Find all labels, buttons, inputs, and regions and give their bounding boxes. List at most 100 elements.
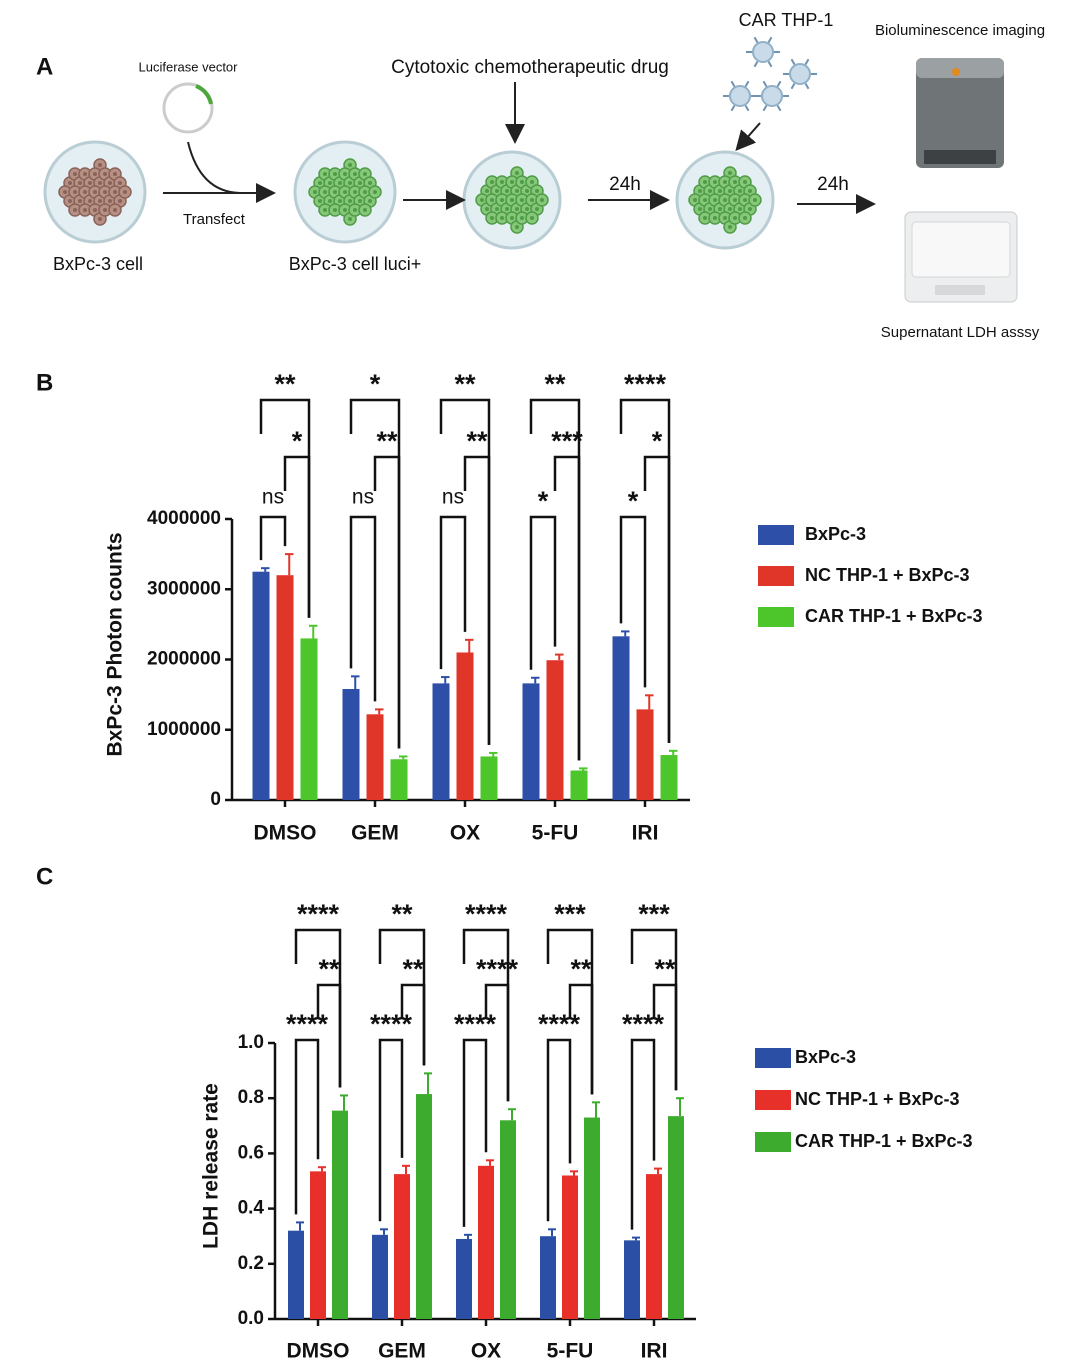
- bar: [500, 1120, 516, 1319]
- significance-bracket: [568, 983, 594, 1095]
- nucleus: [343, 208, 347, 212]
- nucleus: [63, 190, 67, 194]
- receptor: [767, 36, 773, 43]
- receptor: [730, 80, 736, 87]
- nucleus: [738, 207, 742, 211]
- nucleus: [505, 207, 509, 211]
- thp-cell: [729, 85, 751, 107]
- nucleus: [363, 172, 367, 176]
- legend-swatch: [758, 525, 794, 545]
- cells: [58, 158, 132, 226]
- receptor: [804, 58, 810, 65]
- significance-bracket: [619, 515, 647, 688]
- nucleus: [98, 163, 102, 167]
- nucleus: [73, 172, 77, 176]
- bar: [310, 1171, 326, 1319]
- bar: [456, 652, 474, 800]
- legend-swatch: [758, 566, 794, 586]
- nucleus: [348, 181, 352, 185]
- significance-label: ****: [624, 369, 667, 399]
- nucleus: [520, 180, 524, 184]
- nucleus: [728, 207, 732, 211]
- nucleus: [338, 181, 342, 185]
- nucleus: [510, 180, 514, 184]
- nucleus: [103, 190, 107, 194]
- bar: [668, 1116, 684, 1319]
- significance-label: ****: [454, 1009, 497, 1039]
- label: BxPc-3 cell luci+: [289, 254, 422, 274]
- significance-bracket: [630, 1038, 656, 1230]
- nucleus: [368, 199, 372, 203]
- significance-label: *: [628, 486, 639, 516]
- nucleus: [495, 189, 499, 193]
- imager: [916, 58, 1004, 168]
- panel-label: B: [36, 369, 53, 396]
- nucleus: [318, 181, 322, 185]
- receptor: [744, 105, 750, 112]
- nucleus: [500, 216, 504, 220]
- nucleus: [88, 199, 92, 203]
- y-tick-label: 1000000: [147, 719, 221, 740]
- nucleus: [733, 180, 737, 184]
- nucleus: [323, 208, 327, 212]
- bar: [660, 755, 678, 800]
- nucleus: [530, 216, 534, 220]
- nucleus: [515, 189, 519, 193]
- nucleus: [703, 198, 707, 202]
- significance-label: ****: [297, 899, 340, 929]
- legend-swatch: [755, 1048, 791, 1068]
- vector-insert: [195, 84, 213, 105]
- nucleus: [333, 172, 337, 176]
- nucleus: [515, 171, 519, 175]
- bar: [252, 571, 270, 800]
- imager-base: [924, 150, 996, 164]
- nucleus: [520, 216, 524, 220]
- receptor: [804, 83, 810, 90]
- nucleus: [743, 180, 747, 184]
- nucleus: [113, 190, 117, 194]
- nucleus: [733, 198, 737, 202]
- label: BxPc-3 cell: [53, 254, 143, 274]
- nucleus: [68, 181, 72, 185]
- nucleus: [68, 199, 72, 203]
- label: Supernatant LDH asssy: [881, 324, 1040, 341]
- receptor: [790, 83, 796, 90]
- significance-label: ****: [476, 954, 519, 984]
- imager-light: [952, 68, 960, 76]
- significance-bracket: [349, 515, 377, 702]
- nucleus: [83, 190, 87, 194]
- reader-lid: [911, 221, 1011, 278]
- y-tick-label: 4000000: [147, 508, 221, 529]
- nucleus: [88, 181, 92, 185]
- nucleus: [723, 180, 727, 184]
- nucleus: [708, 207, 712, 211]
- significance-label: **: [454, 369, 476, 399]
- significance-label: ***: [638, 899, 670, 929]
- nucleus: [328, 199, 332, 203]
- nucleus: [748, 207, 752, 211]
- nucleus: [535, 207, 539, 211]
- cells: [308, 158, 762, 234]
- nucleus: [733, 216, 737, 220]
- nucleus: [698, 189, 702, 193]
- nucleus: [515, 207, 519, 211]
- x-tick-label: IRI: [632, 822, 659, 845]
- significance-bracket: [400, 983, 426, 1066]
- x-tick-label: DMSO: [254, 822, 317, 845]
- significance-bracket: [546, 1038, 572, 1222]
- nucleus: [485, 207, 489, 211]
- nucleus: [343, 190, 347, 194]
- imager-top: [916, 58, 1004, 78]
- nucleus: [525, 189, 529, 193]
- significance-label: **: [544, 369, 566, 399]
- nucleus: [103, 208, 107, 212]
- bar: [432, 683, 450, 800]
- significance-bracket: [462, 1038, 488, 1227]
- nucleus: [113, 172, 117, 176]
- significance-bracket: [439, 515, 467, 670]
- significance-bracket: [463, 455, 491, 745]
- significance-label: **: [466, 426, 488, 456]
- bar: [288, 1230, 304, 1319]
- significance-bracket: [643, 455, 671, 743]
- nucleus: [93, 208, 97, 212]
